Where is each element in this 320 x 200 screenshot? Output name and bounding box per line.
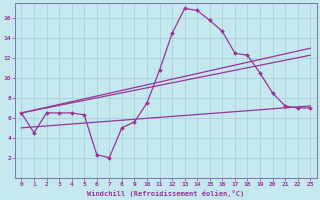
X-axis label: Windchill (Refroidissement éolien,°C): Windchill (Refroidissement éolien,°C)	[87, 190, 244, 197]
